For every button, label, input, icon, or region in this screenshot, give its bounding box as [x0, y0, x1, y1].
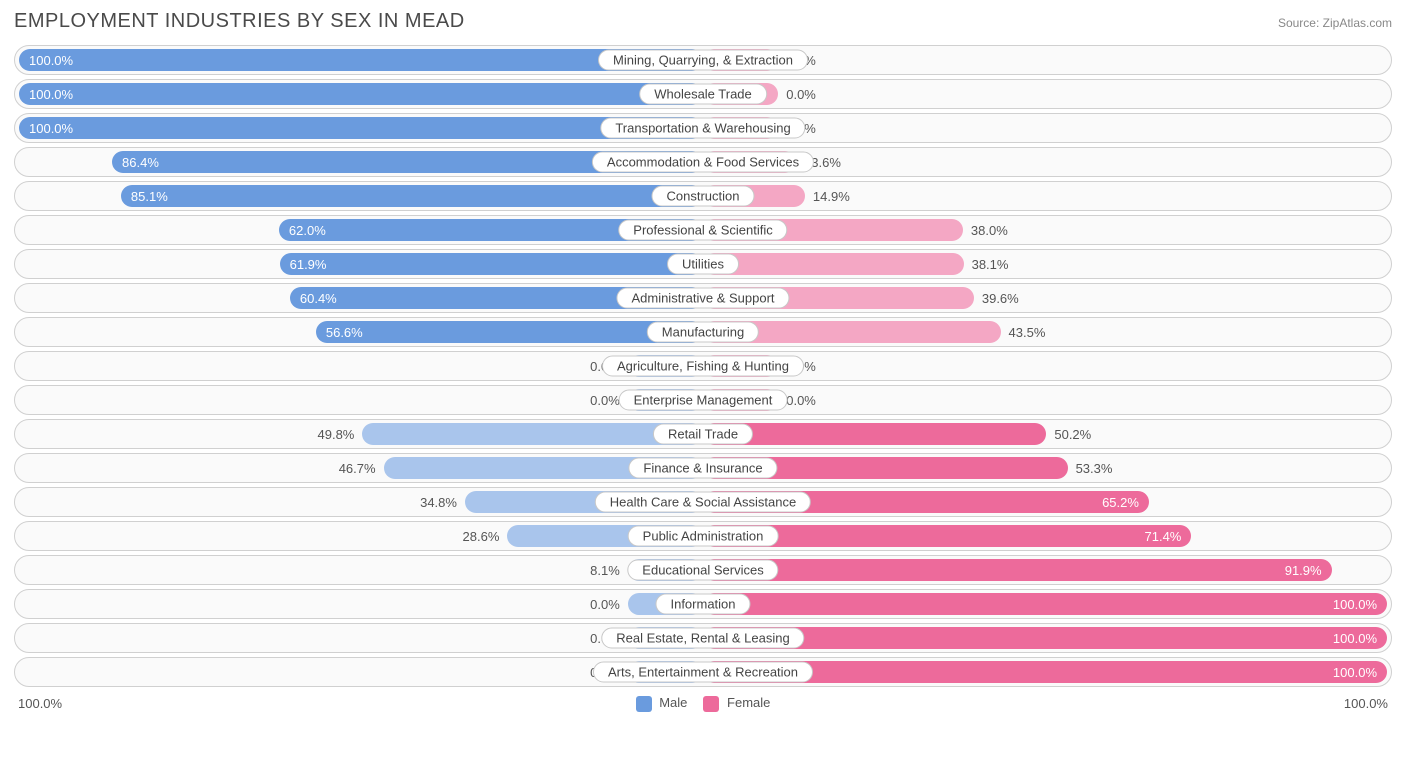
male-bar: 100.0% — [19, 83, 703, 105]
row-label: Transportation & Warehousing — [600, 118, 805, 139]
male-pct: 49.8% — [310, 427, 363, 442]
male-pct: 100.0% — [29, 121, 73, 136]
chart-row: 85.1% 14.9% Construction — [14, 181, 1392, 211]
row-label: Educational Services — [627, 560, 778, 581]
chart-row: 0.0%100.0%Arts, Entertainment & Recreati… — [14, 657, 1392, 687]
male-pct: 61.9% — [290, 257, 327, 272]
row-label: Mining, Quarrying, & Extraction — [598, 50, 808, 71]
row-label: Wholesale Trade — [639, 84, 767, 105]
male-bar: 61.9% — [280, 253, 703, 275]
female-pct: 0.0% — [778, 87, 824, 102]
row-label: Information — [655, 594, 750, 615]
chart-row: 100.0% 0.0% Wholesale Trade — [14, 79, 1392, 109]
row-label: Administrative & Support — [616, 288, 789, 309]
chart-row: 0.0% 100.0% Information — [14, 589, 1392, 619]
chart-row: 0.0%0.0%Enterprise Management — [14, 385, 1392, 415]
male-pct: 56.6% — [326, 325, 363, 340]
chart-title: EMPLOYMENT INDUSTRIES BY SEX IN MEAD — [14, 10, 465, 33]
chart-row: 49.8%50.2%Retail Trade — [14, 419, 1392, 449]
row-label: Accommodation & Food Services — [592, 152, 814, 173]
chart-row: 61.9%38.1%Utilities — [14, 249, 1392, 279]
row-label: Agriculture, Fishing & Hunting — [602, 356, 804, 377]
female-bar: 91.9% — [703, 559, 1332, 581]
female-bar: 38.1% — [703, 253, 964, 275]
male-pct: 8.1% — [582, 563, 628, 578]
female-pct: 38.0% — [963, 223, 1016, 238]
chart-footer: 100.0% Male Female 100.0% — [14, 695, 1392, 712]
female-swatch-icon — [703, 696, 719, 712]
male-pct: 0.0% — [582, 597, 628, 612]
legend: Male Female — [636, 695, 771, 712]
female-pct: 100.0% — [1333, 665, 1377, 680]
chart-row: 56.6% 43.5% Manufacturing — [14, 317, 1392, 347]
row-label: Enterprise Management — [619, 390, 788, 411]
female-pct: 39.6% — [974, 291, 1027, 306]
male-swatch-icon — [636, 696, 652, 712]
legend-female-label: Female — [727, 695, 770, 710]
chart-row: 0.0%100.0%Real Estate, Rental & Leasing — [14, 623, 1392, 653]
legend-male: Male — [636, 695, 688, 712]
row-label: Arts, Entertainment & Recreation — [593, 662, 813, 683]
female-bar: 100.0% — [703, 627, 1387, 649]
chart-row: 100.0%0.0%Mining, Quarrying, & Extractio… — [14, 45, 1392, 75]
axis-right-label: 100.0% — [1344, 696, 1388, 711]
chart-row: 60.4% 39.6% Administrative & Support — [14, 283, 1392, 313]
male-pct: 34.8% — [412, 495, 465, 510]
chart-source: Source: ZipAtlas.com — [1278, 16, 1392, 30]
chart-row: 28.6% 71.4% Public Administration — [14, 521, 1392, 551]
male-pct: 100.0% — [29, 53, 73, 68]
male-bar: 49.8% — [362, 423, 703, 445]
row-label: Manufacturing — [647, 322, 759, 343]
row-label: Finance & Insurance — [628, 458, 777, 479]
female-pct: 50.2% — [1046, 427, 1099, 442]
female-pct: 100.0% — [1333, 631, 1377, 646]
chart-row: 34.8% 65.2% Health Care & Social Assistanc… — [14, 487, 1392, 517]
row-label: Real Estate, Rental & Leasing — [601, 628, 804, 649]
row-label: Retail Trade — [653, 424, 753, 445]
chart-row: 100.0%0.0%Transportation & Warehousing — [14, 113, 1392, 143]
male-pct: 60.4% — [300, 291, 337, 306]
chart-row: 0.0%0.0%Agriculture, Fishing & Hunting — [14, 351, 1392, 381]
male-pct: 28.6% — [455, 529, 508, 544]
chart-row: 86.4%13.6%Accommodation & Food Services — [14, 147, 1392, 177]
female-pct: 43.5% — [1001, 325, 1054, 340]
female-pct: 65.2% — [1102, 495, 1139, 510]
male-pct: 46.7% — [331, 461, 384, 476]
male-bar: 85.1% — [121, 185, 703, 207]
female-pct: 91.9% — [1285, 563, 1322, 578]
chart-row: 62.0% 38.0% Professional & Scientific — [14, 215, 1392, 245]
axis-left-label: 100.0% — [18, 696, 62, 711]
male-bar: 56.6% — [316, 321, 703, 343]
female-bar: 50.2% — [703, 423, 1046, 445]
female-pct: 100.0% — [1333, 597, 1377, 612]
row-label: Utilities — [667, 254, 739, 275]
female-pct: 38.1% — [964, 257, 1017, 272]
legend-female: Female — [703, 695, 770, 712]
chart-rows: 100.0% 0.0% Mining, Quarrying, & Extractio… — [14, 45, 1392, 687]
chart-header: EMPLOYMENT INDUSTRIES BY SEX IN MEAD Sou… — [14, 10, 1392, 33]
male-pct: 85.1% — [131, 189, 168, 204]
female-pct: 14.9% — [805, 189, 858, 204]
chart-row: 46.7% 53.3% Finance & Insurance — [14, 453, 1392, 483]
male-pct: 100.0% — [29, 87, 73, 102]
chart-row: 8.1% 91.9% Educational Services — [14, 555, 1392, 585]
row-label: Construction — [652, 186, 755, 207]
male-pct: 62.0% — [289, 223, 326, 238]
male-pct: 86.4% — [122, 155, 159, 170]
female-pct: 71.4% — [1145, 529, 1182, 544]
row-label: Health Care & Social Assistance — [595, 492, 811, 513]
row-label: Professional & Scientific — [618, 220, 787, 241]
female-bar: 100.0% — [703, 593, 1387, 615]
legend-male-label: Male — [659, 695, 687, 710]
row-label: Public Administration — [628, 526, 779, 547]
female-pct: 53.3% — [1068, 461, 1121, 476]
